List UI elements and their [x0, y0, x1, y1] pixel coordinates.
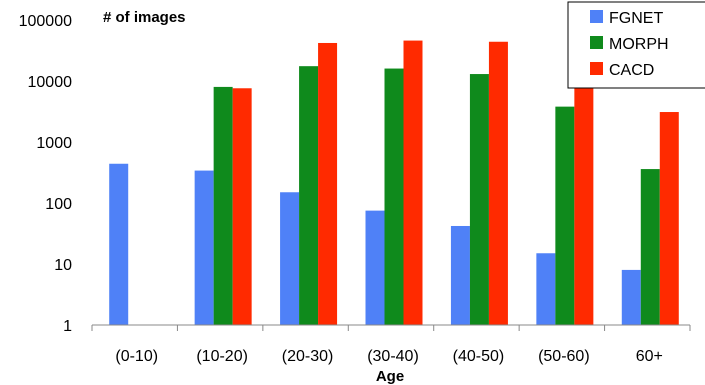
x-tick-label: 60+ — [636, 348, 663, 365]
x-axis-ticks: (0-10) (10-20) (20-30) (30-40) (40-50) (50-60… — [91, 325, 691, 365]
bar-morph-4 — [469, 74, 489, 325]
bar-fgnet-1 — [194, 170, 214, 325]
y-tick-label: 100 — [45, 196, 72, 213]
x-tick-label: (40-50) — [453, 348, 505, 365]
x-axis-title: Age — [376, 368, 404, 385]
x-tick-label: (10-20) — [196, 348, 248, 365]
bar-fgnet-4 — [450, 225, 470, 325]
y-tick-label: 10000 — [28, 74, 73, 91]
legend-label-fgnet: FGNET — [609, 10, 663, 27]
legend-label-cacd: CACD — [609, 62, 654, 79]
bar-cacd-2 — [318, 42, 338, 326]
bar-fgnet-3 — [365, 210, 385, 325]
x-tick-label: (0-10) — [115, 348, 158, 365]
y-axis-title: # of images — [103, 9, 186, 26]
bar-morph-5 — [555, 106, 575, 325]
x-tick-label: (30-40) — [367, 348, 419, 365]
bar-morph-3 — [384, 68, 404, 326]
legend: FGNET MORPH CACD — [567, 1, 705, 89]
bar-cacd-3 — [403, 40, 423, 325]
bar-fgnet-5 — [536, 253, 556, 325]
bar-cacd-1 — [232, 88, 252, 325]
bar-fgnet-6 — [621, 269, 641, 325]
bar-cacd-6 — [659, 112, 679, 325]
legend-swatch-cacd — [590, 62, 603, 75]
legend-swatch-morph — [590, 36, 603, 49]
legend-swatch-fgnet — [590, 10, 603, 23]
y-tick-label: 100000 — [19, 13, 72, 30]
bar-morph-6 — [640, 169, 660, 325]
bar-fgnet-0 — [109, 163, 129, 325]
bar-cacd-4 — [488, 41, 508, 325]
bar-morph-1 — [213, 86, 233, 325]
bar-morph-2 — [299, 66, 319, 325]
y-axis-ticks: 1 10 100 1000 10000 100000 — [19, 13, 72, 335]
x-tick-label: (20-30) — [282, 348, 334, 365]
bar-fgnet-2 — [280, 192, 300, 325]
bars — [109, 40, 679, 326]
x-tick-label: (50-60) — [538, 348, 590, 365]
y-tick-label: 1 — [63, 318, 72, 335]
y-tick-label: 10 — [54, 257, 72, 274]
legend-label-morph: MORPH — [609, 36, 669, 53]
bar-cacd-5 — [574, 50, 594, 325]
y-tick-label: 1000 — [36, 135, 72, 152]
